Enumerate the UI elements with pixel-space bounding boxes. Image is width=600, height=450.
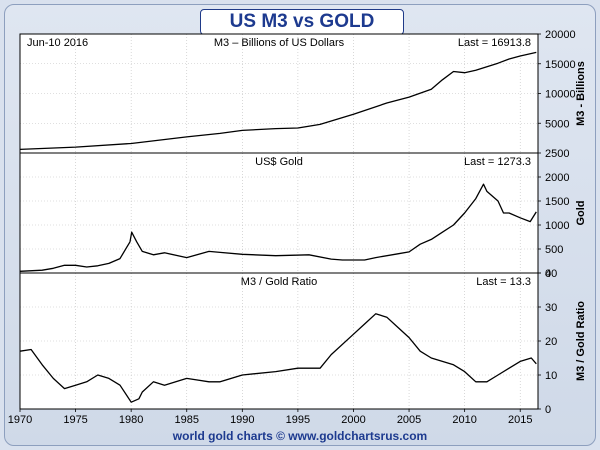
y-tick-label: 30 (545, 302, 557, 314)
last-value-label: Last = 16913.8 (458, 37, 531, 49)
panel-title: M3 – Billions of US Dollars (214, 37, 345, 49)
y-axis-label: M3 / Gold Ratio (575, 301, 587, 381)
x-tick-label: 2005 (397, 414, 421, 426)
y-tick-label: 40 (545, 268, 557, 280)
y-tick-label: 20 (545, 336, 557, 348)
panel-1 (19, 33, 541, 154)
x-tick-label: 1980 (119, 414, 143, 426)
series-line (19, 51, 537, 151)
panel-title: US$ Gold (255, 156, 303, 168)
y-tick-label: 500 (545, 244, 563, 256)
series-line (19, 183, 537, 272)
y-tick-label: 5000 (545, 118, 569, 130)
y-axis-label: M3 - Billions (575, 61, 587, 126)
y-tick-label: 10 (545, 370, 557, 382)
y-axis-label: Gold (575, 200, 587, 225)
x-tick-label: 2000 (341, 414, 365, 426)
x-tick-label: 1995 (286, 414, 310, 426)
x-tick-label: 1970 (8, 414, 32, 426)
y-tick-label: 15000 (545, 59, 576, 71)
date-label: Jun-10 2016 (27, 37, 88, 49)
panel-3 (19, 272, 541, 410)
y-tick-label: 0 (545, 404, 551, 416)
panel-border (19, 272, 539, 410)
y-tick-label: 0 (545, 268, 551, 280)
x-tick-label: 1985 (174, 414, 198, 426)
x-tick-label: 2015 (508, 414, 532, 426)
y-tick-label: 20000 (545, 29, 576, 41)
last-value-label: Last = 13.3 (476, 276, 531, 288)
plot-area (20, 34, 538, 409)
y-tick-label: 2000 (545, 172, 569, 184)
footer-credit: world gold charts © www.goldchartsrus.co… (172, 429, 428, 443)
y-tick-label: 2500 (545, 148, 569, 160)
panel-title: M3 / Gold Ratio (241, 276, 317, 288)
x-tick-label: 2010 (452, 414, 476, 426)
x-tick-label: 1975 (63, 414, 87, 426)
y-tick-label: 1000 (545, 220, 569, 232)
chart-title: US M3 vs GOLD (200, 9, 404, 35)
last-value-label: Last = 1273.3 (464, 156, 531, 168)
y-tick-label: 1500 (545, 196, 569, 208)
y-tick-label: 10000 (545, 89, 576, 101)
x-tick-label: 1990 (230, 414, 254, 426)
series-line (19, 313, 537, 403)
